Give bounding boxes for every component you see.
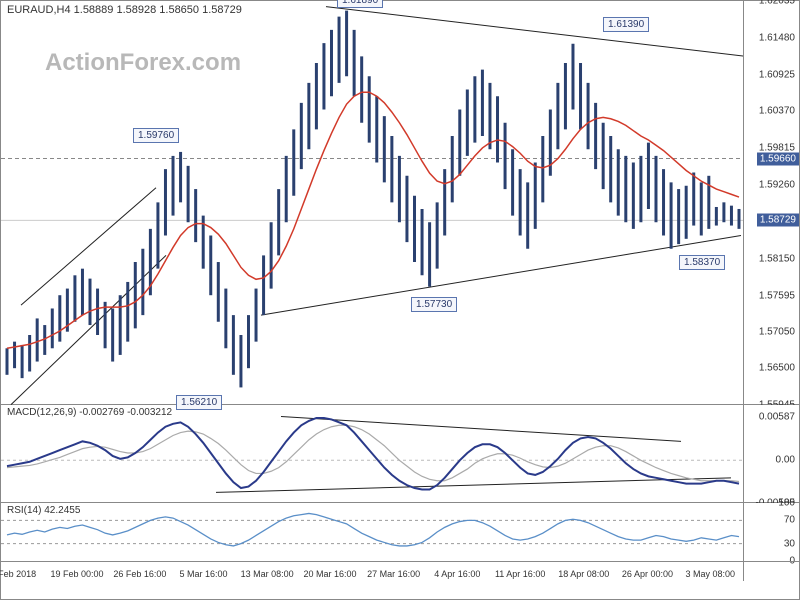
time-tick: 13 Mar 08:00	[241, 569, 294, 579]
price-ytick: 1.60925	[759, 69, 795, 80]
macd-label: MACD(12,26,9) -0.002769 -0.003212	[7, 407, 172, 418]
time-tick: 18 Apr 08:00	[558, 569, 609, 579]
price-ytick: 1.57050	[759, 326, 795, 337]
time-tick: 3 May 08:00	[686, 569, 736, 579]
rsi-label: RSI(14) 42.2455	[7, 505, 80, 516]
ref-price-badge: 1.59660	[757, 152, 799, 165]
macd-yaxis: -0.005850.000.00587	[743, 405, 799, 502]
price-annotation: 1.61390	[603, 17, 649, 32]
last-price-badge: 1.58729	[757, 214, 799, 227]
time-axis: 9 Feb 2018 19 Feb 00:00 26 Feb 16:00 5 Mar …	[1, 561, 799, 581]
time-tick: 20 Mar 16:00	[303, 569, 356, 579]
price-yaxis: 1.559451.565001.570501.575951.581501.587…	[743, 1, 799, 404]
price-panel: EURAUD,H4 1.58889 1.58928 1.58650 1.5872…	[1, 1, 799, 405]
rsi-panel: RSI(14) 42.2455 03070100 9 Feb 201819 Fe…	[1, 503, 799, 581]
time-tick: 19 Feb 00:00	[51, 569, 104, 579]
rsi-ytick: 30	[784, 538, 795, 549]
time-tick: 9 Feb 2018	[0, 569, 36, 579]
price-annotation: 1.59760	[133, 128, 179, 143]
rsi-ytick: 70	[784, 515, 795, 526]
symbol: EURAUD,H4	[7, 4, 71, 16]
price-ytick: 1.62035	[759, 0, 795, 7]
watermark: ActionForex.com	[45, 49, 241, 77]
price-ytick: 1.56500	[759, 363, 795, 374]
symbol-header: EURAUD,H4 1.58889 1.58928 1.58650 1.5872…	[7, 4, 242, 16]
time-tick: 11 Apr 16:00	[495, 569, 545, 579]
time-tick: 26 Apr 00:00	[622, 569, 673, 579]
time-tick: 27 Mar 16:00	[367, 569, 420, 579]
time-tick: 26 Feb 16:00	[113, 569, 166, 579]
macd-panel: MACD(12,26,9) -0.002769 -0.003212 -0.005…	[1, 405, 799, 503]
price-annotation: 1.57730	[411, 297, 457, 312]
forex-chart: EURAUD,H4 1.58889 1.58928 1.58650 1.5872…	[0, 0, 800, 600]
macd-ytick: 0.00587	[759, 412, 795, 423]
price-ytick: 1.57595	[759, 290, 795, 301]
price-annotation: 1.58370	[679, 255, 725, 270]
ohlc: 1.58889 1.58928 1.58650 1.58729	[74, 4, 242, 16]
price-annotation: 1.61890	[337, 0, 383, 8]
price-ytick: 1.59260	[759, 180, 795, 191]
macd-ytick: 0.00	[776, 455, 795, 466]
price-ytick: 1.60370	[759, 106, 795, 117]
price-ytick: 1.58150	[759, 253, 795, 264]
time-tick: 5 Mar 16:00	[180, 569, 228, 579]
price-ytick: 1.61480	[759, 32, 795, 43]
rsi-ytick: 100	[778, 498, 795, 509]
time-tick: 4 Apr 16:00	[434, 569, 480, 579]
macd-plot[interactable]	[1, 405, 743, 502]
